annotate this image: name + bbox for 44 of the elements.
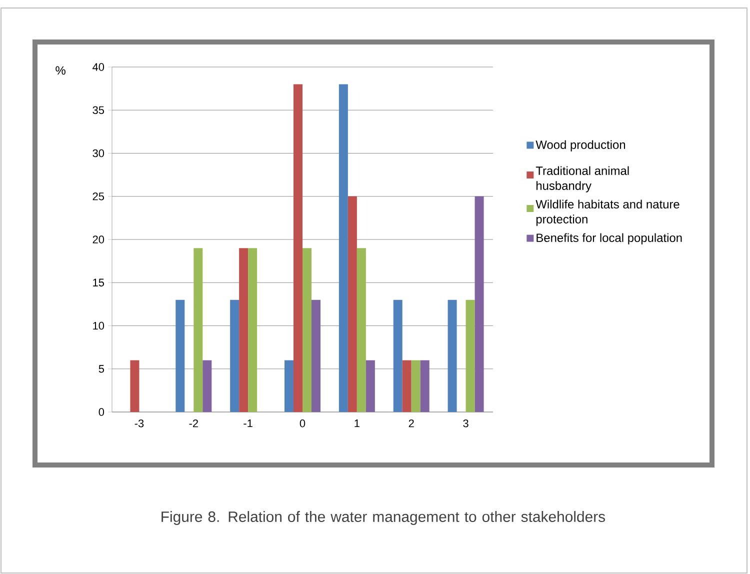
- bar: [356, 248, 366, 412]
- x-tick-label: 2: [408, 420, 414, 428]
- legend-label: Traditional animal husbandry: [536, 166, 629, 192]
- bar: [366, 360, 375, 412]
- y-tick-label: 0: [98, 408, 104, 416]
- bar: [230, 300, 240, 412]
- x-tick-label: 1: [354, 420, 360, 428]
- y-tick-label: 20: [92, 236, 104, 244]
- bar: [466, 300, 475, 412]
- x-tick-label: 3: [463, 420, 468, 428]
- bar: [284, 360, 294, 412]
- y-tick-label: 35: [92, 106, 104, 114]
- bar: [338, 84, 348, 412]
- legend-label: Wildlife habitats and nature protection: [536, 200, 680, 226]
- x-tick-label: -3: [134, 420, 144, 428]
- x-tick-label: -2: [189, 420, 198, 428]
- bar: [130, 360, 140, 412]
- bar: [312, 300, 321, 412]
- bar: [294, 84, 303, 412]
- bar: [474, 196, 484, 412]
- legend-label: Benefits for local population: [536, 233, 682, 244]
- bar: [411, 360, 420, 412]
- bar: [402, 360, 412, 412]
- bar: [194, 248, 203, 412]
- y-tick-label: 15: [93, 278, 104, 286]
- bar: [239, 248, 248, 412]
- bar: [393, 300, 402, 412]
- bar: [202, 360, 212, 412]
- bar: [176, 300, 185, 412]
- bar: [248, 248, 258, 412]
- legend-label: Wood production: [536, 140, 626, 152]
- bar: [348, 196, 357, 412]
- y-tick-label: 25: [92, 192, 104, 200]
- y-axis-title: %: [56, 66, 66, 75]
- y-tick-label: 40: [92, 63, 104, 71]
- bar: [420, 360, 430, 412]
- bar: [302, 248, 312, 412]
- x-tick-label: 0: [300, 420, 306, 428]
- y-tick-label: 30: [92, 149, 104, 158]
- y-tick-label: 10: [93, 322, 104, 330]
- caption: Figure 8. Relation of the water management to other stakeholders: [162, 511, 606, 525]
- bar: [448, 300, 457, 412]
- y-tick-label: 5: [98, 365, 104, 373]
- x-tick-label: -1: [244, 420, 252, 428]
